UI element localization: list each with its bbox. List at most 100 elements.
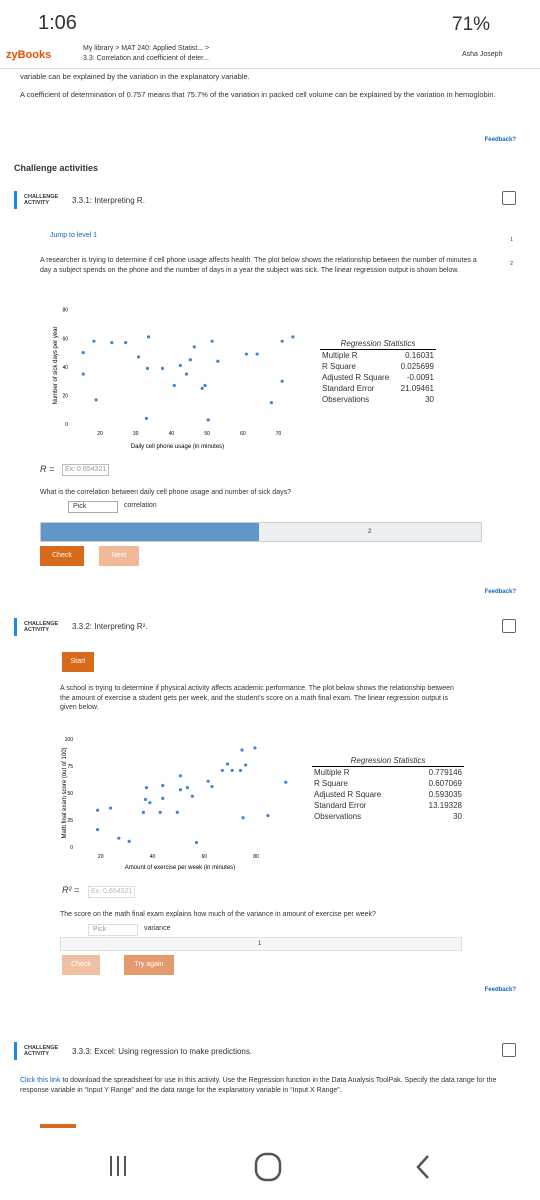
point bbox=[244, 352, 249, 356]
point bbox=[210, 784, 214, 789]
progress-level: 2 bbox=[368, 529, 372, 535]
activity-title: 3.3.3: Excel: Using regression to make p… bbox=[72, 1047, 253, 1056]
dropdown[interactable]: Pick bbox=[68, 501, 118, 513]
point bbox=[96, 827, 100, 832]
home[interactable] bbox=[254, 1152, 282, 1182]
user[interactable]: Asha Joseph bbox=[462, 51, 503, 58]
point bbox=[253, 746, 257, 750]
answer-input[interactable]: Ex: 0.654321 bbox=[88, 886, 136, 898]
point bbox=[81, 351, 85, 355]
progress-fill bbox=[41, 523, 259, 541]
table-label: Adjusted R Square bbox=[314, 790, 382, 799]
answer-input[interactable]: Ex: 0.654321 bbox=[62, 464, 110, 476]
table-value: 30 bbox=[453, 812, 462, 821]
x-tick-label: 60 bbox=[201, 854, 207, 860]
breadcrumb[interactable]: My library > MAT 240: Applied Statist...… bbox=[83, 45, 210, 52]
table-label: Observations bbox=[314, 812, 362, 821]
activity-card bbox=[14, 618, 529, 636]
y-axis-label: Number of sick days per year bbox=[53, 326, 59, 404]
feedback[interactable]: Feedback? bbox=[484, 137, 516, 143]
y-tick-label: 100 bbox=[65, 737, 74, 743]
activity-label: CHALLENGE ACTIVITY bbox=[24, 1045, 59, 1057]
activity-card bbox=[14, 191, 529, 209]
dropdown[interactable]: Pick bbox=[88, 924, 138, 936]
point bbox=[81, 372, 85, 376]
table-row: Standard Error 13.19328 bbox=[312, 800, 464, 811]
check-button[interactable]: Check bbox=[62, 955, 100, 975]
table-label: Standard Error bbox=[314, 801, 367, 810]
point bbox=[94, 398, 98, 402]
table-row: Observations 30 bbox=[320, 394, 436, 405]
scatter-plot: 20 40 60 80 0 25 50 75 100 Amount of exercise per… bbox=[62, 737, 288, 871]
header-bar bbox=[0, 42, 540, 69]
text: variable can be explained by the variati… bbox=[20, 72, 250, 81]
point bbox=[280, 339, 284, 343]
try-again-button[interactable]: Try again bbox=[124, 955, 174, 975]
x-tick-label: 40 bbox=[150, 854, 156, 860]
point bbox=[143, 797, 148, 802]
activity-label: CHALLENGE ACTIVITY bbox=[24, 194, 59, 206]
y-axis-label: Math final exam score (out of 100) bbox=[62, 747, 68, 838]
nav-icons bbox=[110, 1152, 429, 1182]
point bbox=[158, 810, 162, 814]
point bbox=[255, 352, 259, 356]
point bbox=[141, 810, 146, 814]
point bbox=[148, 801, 152, 805]
point bbox=[225, 762, 230, 766]
paragraph: A coefficient of determination of 0.757 … bbox=[20, 90, 496, 99]
point bbox=[240, 748, 244, 752]
recent-apps[interactable] bbox=[110, 1156, 126, 1176]
start-button[interactable]: Start bbox=[62, 652, 94, 672]
point bbox=[146, 335, 151, 339]
check-button[interactable]: Check bbox=[40, 546, 84, 566]
table-title: Regression Statistics bbox=[320, 338, 436, 350]
jump-link[interactable]: Jump to level 1 bbox=[50, 232, 98, 239]
table-value: 21.09461 bbox=[400, 384, 434, 393]
feedback[interactable]: Feedback? bbox=[484, 987, 516, 993]
point bbox=[280, 379, 284, 383]
level: 1 bbox=[510, 237, 513, 243]
prompt: A school is trying to determine if physi… bbox=[60, 685, 454, 711]
y-tick-label: 50 bbox=[67, 791, 73, 797]
table-value: 0.607069 bbox=[428, 779, 462, 788]
scatter-plot: 20 30 40 50 60 70 0 20 40 60 80 Daily cell phone us… bbox=[53, 308, 295, 450]
answer-label: R = bbox=[40, 464, 55, 474]
table-value: 0.025699 bbox=[400, 362, 434, 371]
table-row: Adjusted R Square -0.0091 bbox=[320, 372, 436, 383]
back[interactable] bbox=[416, 1155, 429, 1179]
clock: 1:06 bbox=[38, 12, 77, 34]
point bbox=[230, 768, 234, 773]
point bbox=[210, 339, 214, 343]
dropdown-suffix: variance bbox=[144, 925, 171, 932]
table-value: 0.593035 bbox=[428, 790, 462, 799]
completion-box bbox=[502, 619, 516, 633]
text: to download the spreadsheet for use in t… bbox=[20, 1077, 497, 1094]
y-tick-label: 75 bbox=[67, 764, 73, 770]
download-link[interactable]: Click this link bbox=[20, 1077, 61, 1084]
table-value: -0.0091 bbox=[406, 373, 434, 382]
nav-bar bbox=[0, 1130, 540, 1200]
point bbox=[206, 779, 210, 783]
progress-bar bbox=[40, 522, 482, 542]
feedback[interactable]: Feedback? bbox=[484, 589, 516, 595]
point bbox=[96, 808, 100, 812]
point bbox=[178, 788, 183, 792]
next-button[interactable]: Next bbox=[99, 546, 139, 566]
progress-level: 1 bbox=[258, 941, 262, 947]
point bbox=[117, 836, 121, 840]
activity-label: CHALLENGE ACTIVITY bbox=[24, 621, 59, 633]
x-tick-label: 40 bbox=[169, 431, 175, 437]
x-tick-label: 30 bbox=[133, 431, 139, 437]
table-row: R Square 0.025699 bbox=[320, 361, 436, 372]
table-label: R Square bbox=[322, 362, 356, 371]
point bbox=[200, 386, 204, 390]
point bbox=[136, 355, 141, 359]
table-label: Multiple R bbox=[322, 351, 358, 360]
point bbox=[284, 780, 288, 784]
logo[interactable]: zyBooks bbox=[6, 49, 52, 61]
activity-title: 3.3.2: Interpreting R². bbox=[72, 622, 148, 631]
point bbox=[244, 763, 248, 767]
point bbox=[241, 816, 245, 820]
question: What is the correlation between daily ce… bbox=[40, 489, 291, 496]
